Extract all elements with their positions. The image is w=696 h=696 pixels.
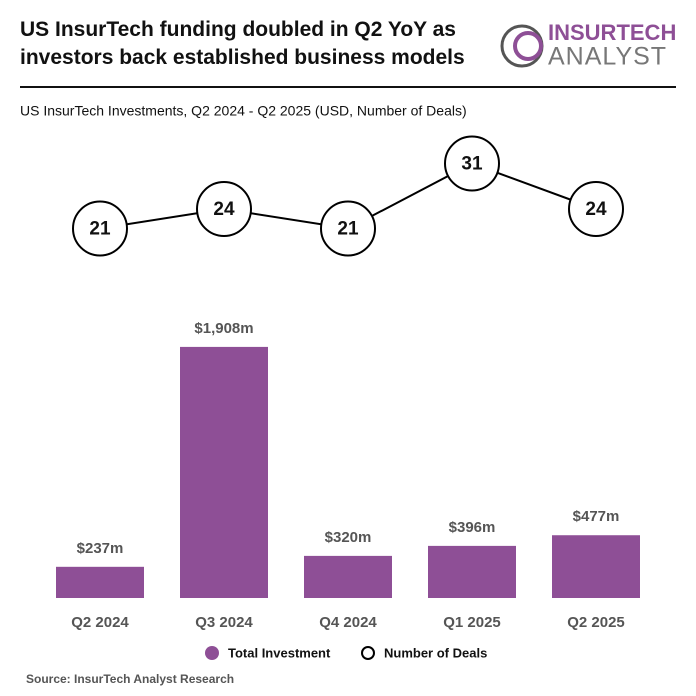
bar [56,566,144,598]
bar [180,346,268,598]
bar [428,545,516,598]
legend-swatch [205,646,219,660]
value-label: 24 [213,199,235,220]
value-label: $477m [573,508,620,525]
x-tick-label: Q4 2024 [319,614,377,631]
legend-swatch [361,646,375,660]
chart-title: US InsurTech funding doubled in Q2 YoY a… [20,18,465,69]
x-tick-label: Q2 2025 [567,614,625,631]
deal-marker [568,181,624,237]
bar [304,555,392,598]
value-label: 24 [585,199,607,220]
value-label: $237m [77,540,124,557]
x-tick-label: Q3 2024 [195,614,253,631]
bar [552,535,640,598]
value-label: $320m [325,529,372,546]
x-tick-label: Q2 2024 [71,614,129,631]
value-label: 31 [461,154,483,175]
deal-marker [72,200,128,257]
logo: INSURTECH ANALYST [500,20,676,71]
legend-label: Total Investment [228,645,331,660]
logo-text: ANALYST [548,43,667,71]
legend-label: Number of Deals [384,645,487,660]
value-label: $396m [449,519,496,536]
value-label: 21 [89,219,111,240]
subtitle: US InsurTech Investments, Q2 2024 - Q2 2… [20,103,467,119]
deal-marker [320,200,376,257]
value-label: 21 [337,219,359,240]
value-label: $1,908m [194,320,253,337]
source: Source: InsurTech Analyst Research [26,672,234,686]
logo-ring [513,31,543,61]
deal-marker [444,135,500,192]
x-tick-label: Q1 2025 [443,614,501,631]
logo-ring [500,24,544,68]
logo-text: INSURTECH [548,20,676,45]
deal-marker [196,181,252,237]
